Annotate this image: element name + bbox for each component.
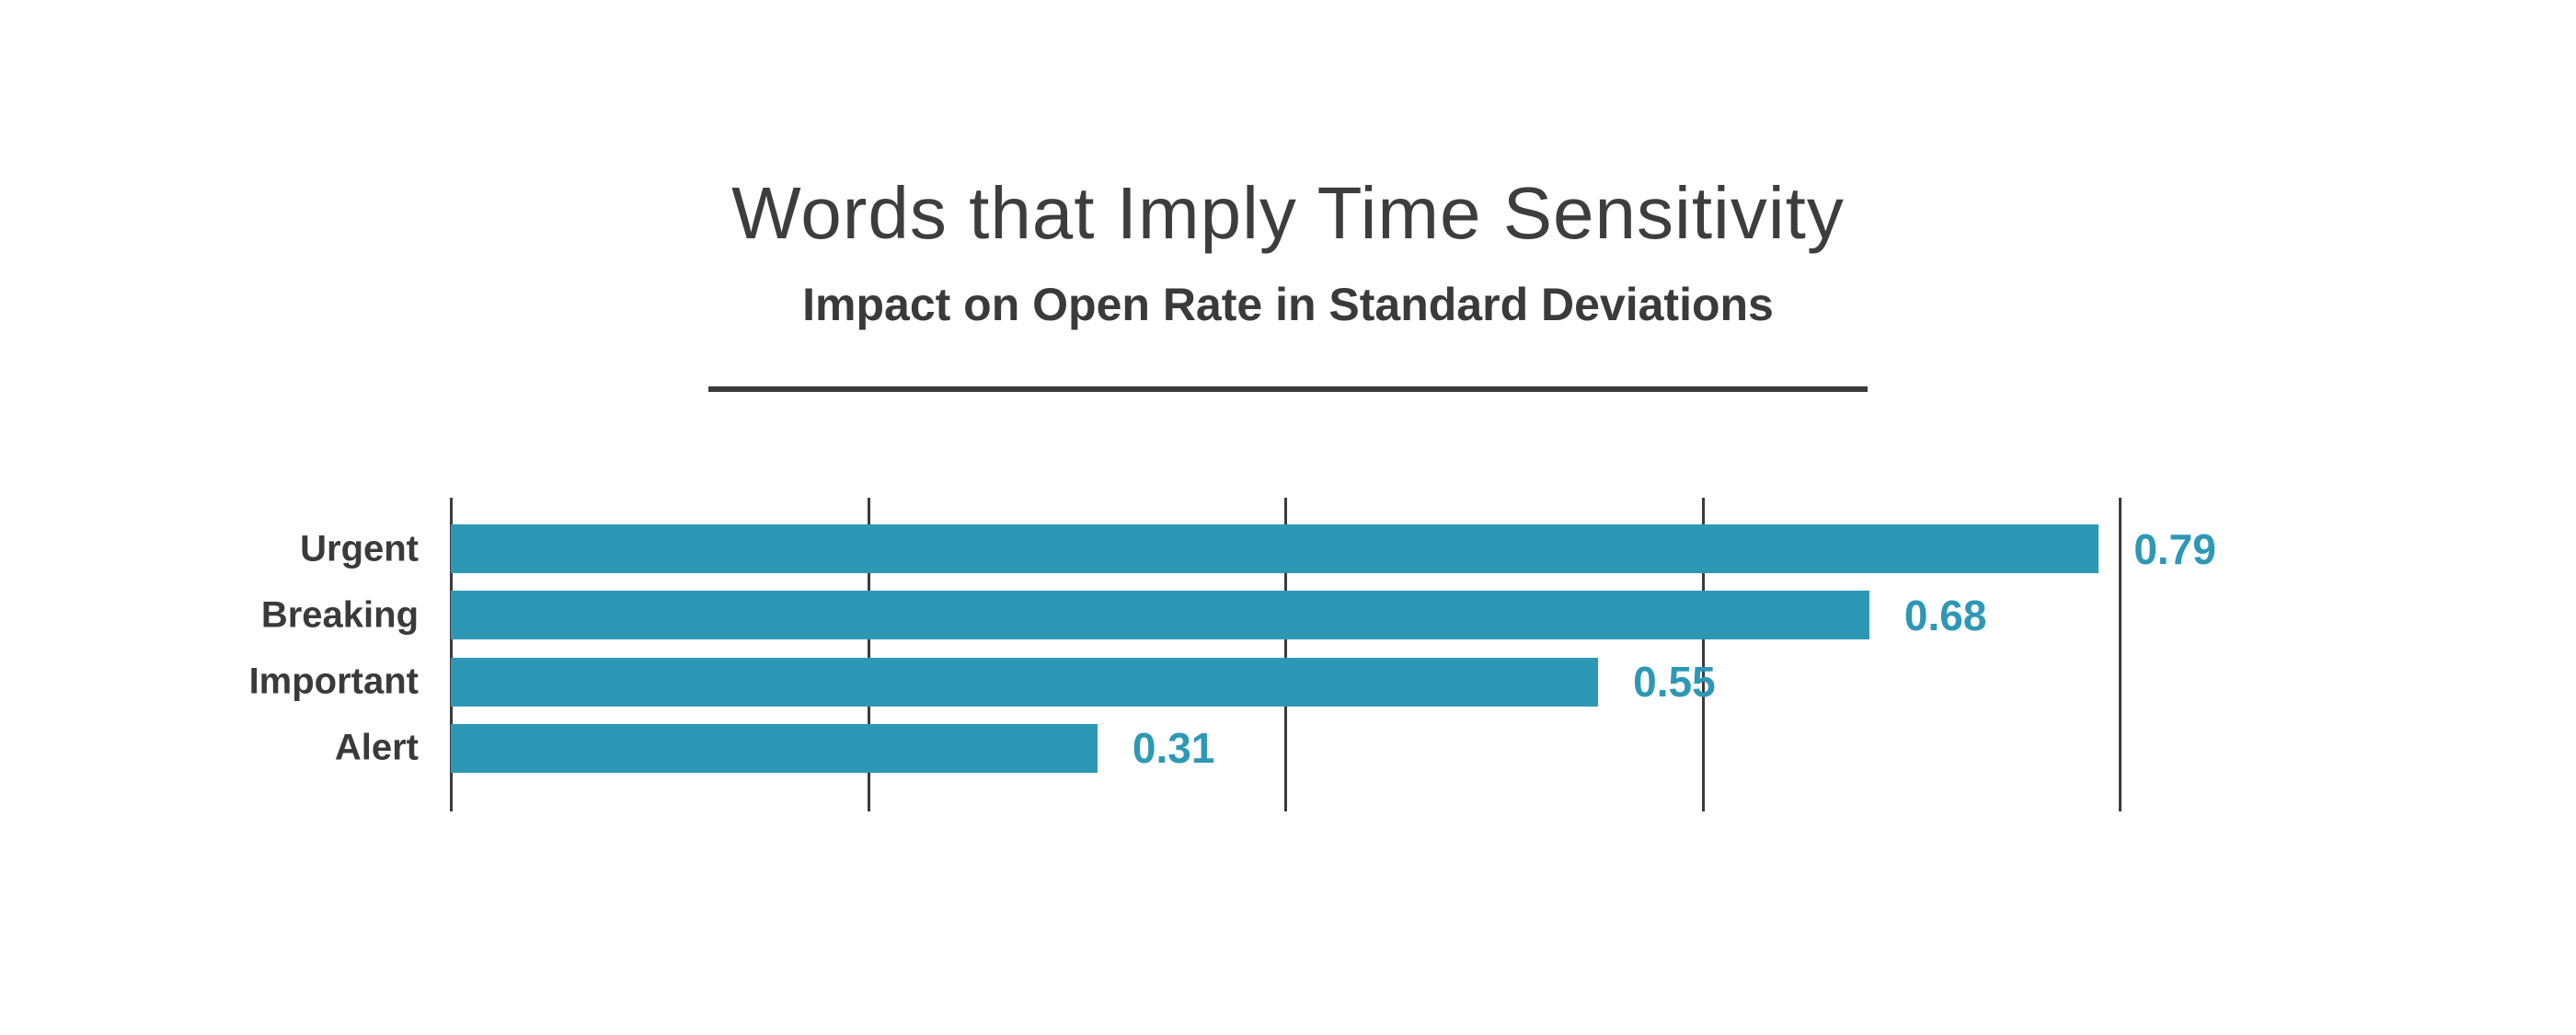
bar-row: Alert 0.31 [335,723,2120,773]
bar-row: Breaking 0.68 [261,591,2120,640]
value-label: 0.79 [2133,524,2216,573]
header-divider [708,386,1868,392]
gridline [450,498,453,811]
category-label: Breaking [260,594,419,636]
plot-area: Urgent 0.79 Breaking 0.68 Important 0.55 Alert… [249,498,2216,811]
value-label: 0.68 [1903,591,1987,639]
chart-title: Words that Imply Time Sensitivity [731,172,1845,254]
gridline [2119,498,2122,811]
gridline [1284,498,1287,811]
gridline [1701,498,1705,811]
gridline [867,498,870,811]
chart-subtitle: Impact on Open Rate in Standard Deviatio… [802,279,1774,330]
value-label: 0.55 [1633,658,1716,707]
category-label: Alert [334,727,419,768]
category-label: Important [248,661,419,702]
category-label: Urgent [300,528,419,569]
bar [451,723,1098,773]
bar-row: Important 0.55 [249,657,2120,707]
bar-row: Urgent 0.79 [300,524,2216,573]
value-label: 0.31 [1132,724,1215,773]
bar [451,591,1869,640]
bar [451,524,2099,573]
bar [451,657,1599,707]
